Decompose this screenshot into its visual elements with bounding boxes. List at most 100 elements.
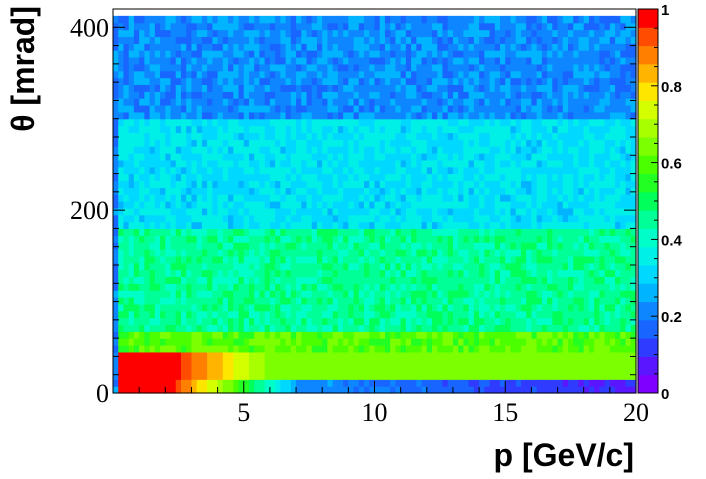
heatmap-cell: [207, 379, 213, 387]
heatmap-cell: [254, 358, 261, 367]
heatmap-cell: [238, 303, 245, 312]
heatmap-cell: [552, 84, 559, 92]
heatmap-cell: [358, 36, 365, 44]
heatmap-cell: [447, 269, 454, 278]
heatmap-cell: [432, 84, 438, 92]
heatmap-cell: [353, 159, 360, 168]
heatmap-cell: [186, 77, 193, 86]
heatmap-cell: [536, 345, 543, 353]
heatmap-cell: [191, 146, 198, 154]
heatmap-cell: [149, 379, 156, 387]
heatmap-cell: [421, 146, 428, 154]
heatmap-cell: [578, 290, 585, 298]
heatmap-cell: [515, 180, 522, 188]
heatmap-cell: [170, 372, 177, 380]
heatmap-cell: [369, 228, 376, 236]
heatmap-cell: [374, 111, 381, 120]
heatmap-cell: [222, 22, 229, 31]
heatmap-cell: [358, 235, 365, 243]
heatmap-cell: [473, 139, 480, 147]
heatmap-cell: [526, 379, 532, 387]
heatmap-cell: [531, 180, 538, 188]
heatmap-cell: [510, 338, 517, 346]
heatmap-cell: [191, 214, 198, 223]
heatmap-cell: [432, 159, 438, 168]
heatmap-cell: [578, 386, 585, 394]
heatmap-cell: [264, 317, 271, 326]
heatmap-cell: [306, 379, 313, 387]
heatmap-cell: [395, 379, 402, 387]
heatmap-cell: [149, 324, 156, 332]
heatmap-cell: [118, 249, 125, 257]
heatmap-cell: [233, 303, 240, 312]
heatmap-cell: [494, 303, 501, 312]
heatmap-cell: [201, 118, 208, 127]
heatmap-cell: [186, 159, 193, 168]
heatmap-cell: [118, 57, 125, 65]
heatmap-cell: [568, 242, 574, 250]
heatmap-cell: [264, 283, 271, 291]
heatmap-cell: [332, 173, 339, 182]
heatmap-cell: [290, 132, 297, 140]
heatmap-cell: [416, 358, 423, 367]
heatmap-cell: [547, 159, 553, 168]
heatmap-cell: [494, 139, 501, 147]
heatmap-cell: [337, 173, 344, 182]
heatmap-cell: [379, 77, 386, 86]
heatmap-cell: [578, 228, 585, 236]
heatmap-cell: [552, 146, 559, 154]
heatmap-cell: [531, 187, 538, 195]
heatmap-cell: [322, 187, 329, 195]
heatmap-cell: [568, 70, 574, 79]
heatmap-cell: [547, 15, 553, 24]
heatmap-cell: [269, 187, 276, 195]
heatmap-cell: [505, 77, 512, 86]
heatmap-cell: [348, 29, 355, 38]
heatmap-cell: [411, 317, 417, 326]
heatmap-cell: [186, 297, 193, 305]
heatmap-cell: [207, 201, 213, 209]
heatmap-cell: [458, 290, 465, 298]
heatmap-cell: [500, 255, 506, 264]
heatmap-cell: [343, 201, 349, 209]
heatmap-cell: [484, 365, 491, 374]
heatmap-cell: [191, 139, 198, 147]
heatmap-cell: [301, 331, 308, 339]
heatmap-cell: [160, 139, 166, 147]
heatmap-cell: [562, 317, 569, 326]
heatmap-cell: [421, 303, 428, 312]
heatmap-cell: [400, 194, 407, 202]
heatmap-cell: [374, 84, 381, 92]
heatmap-cell: [201, 139, 208, 147]
heatmap-cell: [578, 132, 585, 140]
heatmap-cell: [144, 290, 151, 298]
heatmap-cell: [463, 180, 470, 188]
heatmap-cell: [568, 331, 574, 339]
heatmap-cell: [348, 125, 355, 134]
heatmap-cell: [280, 269, 287, 278]
heatmap-cell: [468, 70, 475, 79]
heatmap-cell: [154, 269, 161, 278]
heatmap-cell: [568, 338, 574, 346]
heatmap-cell: [285, 297, 292, 305]
heatmap-cell: [238, 262, 245, 271]
heatmap-cell: [405, 166, 412, 175]
heatmap-cell: [301, 70, 308, 79]
heatmap-cell: [170, 132, 177, 140]
heatmap-cell: [322, 84, 329, 92]
heatmap-cell: [468, 379, 475, 387]
heatmap-cell: [306, 297, 313, 305]
heatmap-cell: [432, 43, 438, 51]
heatmap-cell: [327, 283, 334, 291]
heatmap-cell: [133, 249, 140, 257]
heatmap-cell: [123, 84, 130, 92]
heatmap-cell: [316, 187, 323, 195]
heatmap-cell: [160, 303, 166, 312]
heatmap-cell: [479, 43, 485, 51]
heatmap-cell: [306, 146, 313, 154]
heatmap-cell: [269, 63, 276, 72]
heatmap-cell: [327, 290, 334, 298]
heatmap-cell: [348, 194, 355, 202]
heatmap-cell: [578, 139, 585, 147]
heatmap-cell: [238, 317, 245, 326]
